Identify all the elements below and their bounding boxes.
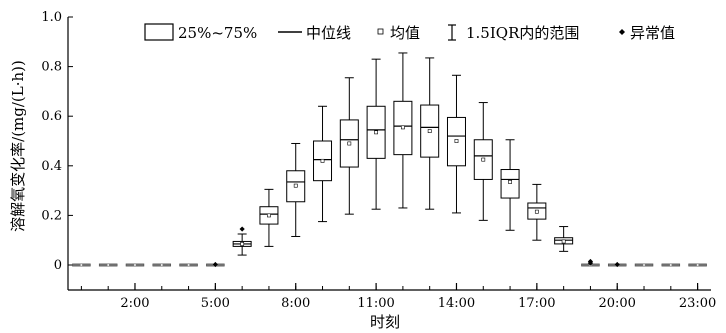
legend-box-label: 25%~75% xyxy=(178,24,257,42)
mean-marker xyxy=(427,129,432,133)
box-group xyxy=(393,52,413,209)
box-group xyxy=(98,263,118,267)
y-tick-label: 0.2 xyxy=(41,208,62,223)
x-axis-title: 时刻 xyxy=(370,313,400,331)
legend-median-label: 中位线 xyxy=(306,24,351,42)
mean-marker xyxy=(400,125,405,130)
box-group xyxy=(286,142,306,237)
mean-marker xyxy=(160,263,163,267)
x-tick-label: 20:00 xyxy=(598,296,635,311)
legend-outlier-swatch xyxy=(619,29,625,35)
mean-marker xyxy=(293,183,298,188)
box-group xyxy=(473,102,493,221)
box-group xyxy=(581,258,600,267)
box-group xyxy=(152,263,172,267)
x-tick-label: 17:00 xyxy=(518,296,555,311)
legend-whisker-label: 1.5IQR内的范围 xyxy=(466,24,579,42)
legend-outlier-label: 异常值 xyxy=(630,24,675,42)
box-group xyxy=(125,263,145,267)
box-group xyxy=(446,74,466,214)
y-tick-label: 0.8 xyxy=(41,60,62,75)
outlier-marker xyxy=(587,258,594,265)
x-tick-label: 8:00 xyxy=(281,296,310,311)
box-group xyxy=(634,263,654,267)
mean-marker xyxy=(508,180,512,184)
y-axis-title: 溶解氧变化率/(mg/(L·h)) xyxy=(9,60,27,232)
box-group xyxy=(500,139,520,231)
outlier-marker xyxy=(614,261,620,268)
mean-marker xyxy=(320,158,325,163)
legend-mean-swatch xyxy=(377,28,384,35)
box-group xyxy=(206,261,225,268)
ticks: 0 0.2 0.4 0.6 0.8 1.0 2:00 5:00 8:00 11:00 14:00 17… xyxy=(41,10,716,311)
mean-marker xyxy=(347,141,352,146)
x-tick-label: 2:00 xyxy=(120,296,149,311)
mean-marker xyxy=(80,263,83,267)
mean-marker xyxy=(454,139,459,143)
x-tick-label: 11:00 xyxy=(357,296,394,311)
mean-marker xyxy=(642,263,646,267)
box-group xyxy=(527,183,547,241)
box-group xyxy=(661,263,681,267)
y-tick-label: 0 xyxy=(54,258,62,273)
mean-marker xyxy=(106,263,110,267)
mean-marker xyxy=(696,263,699,267)
box-group xyxy=(339,77,359,215)
box-group xyxy=(259,188,279,247)
mean-marker xyxy=(187,263,190,267)
box-group xyxy=(179,263,198,267)
x-tick-label: 14:00 xyxy=(438,296,475,311)
box-group xyxy=(72,263,91,267)
box-group xyxy=(607,261,627,268)
legend: 25%~75% 中位线 均值 1.5IQR内的范围 异常值 xyxy=(144,23,675,42)
y-tick-label: 1.0 xyxy=(41,10,62,25)
mean-marker xyxy=(133,263,137,267)
mean-marker xyxy=(481,157,486,162)
box-group xyxy=(554,226,574,252)
mean-marker xyxy=(240,242,245,246)
legend-mean-label: 均值 xyxy=(390,24,420,42)
y-tick-label: 0.6 xyxy=(41,109,62,124)
outlier-marker xyxy=(239,226,245,232)
box-group xyxy=(420,57,440,210)
axes xyxy=(67,17,711,291)
legend-whisker-swatch xyxy=(448,24,456,41)
outlier-marker xyxy=(212,261,218,268)
plot-marks xyxy=(72,52,707,268)
y-tick-label: 0.4 xyxy=(41,159,62,174)
box-group xyxy=(313,105,333,223)
x-tick-label: 5:00 xyxy=(201,296,230,311)
box-group xyxy=(366,58,386,210)
legend-box-swatch xyxy=(144,23,174,41)
mean-marker xyxy=(534,209,539,214)
mean-marker xyxy=(561,239,566,244)
box-group xyxy=(688,263,707,267)
mean-marker xyxy=(267,213,271,218)
x-tick-label: 23:00 xyxy=(679,296,716,311)
mean-marker xyxy=(669,263,673,267)
box-group xyxy=(232,226,252,256)
mean-marker xyxy=(374,130,379,135)
